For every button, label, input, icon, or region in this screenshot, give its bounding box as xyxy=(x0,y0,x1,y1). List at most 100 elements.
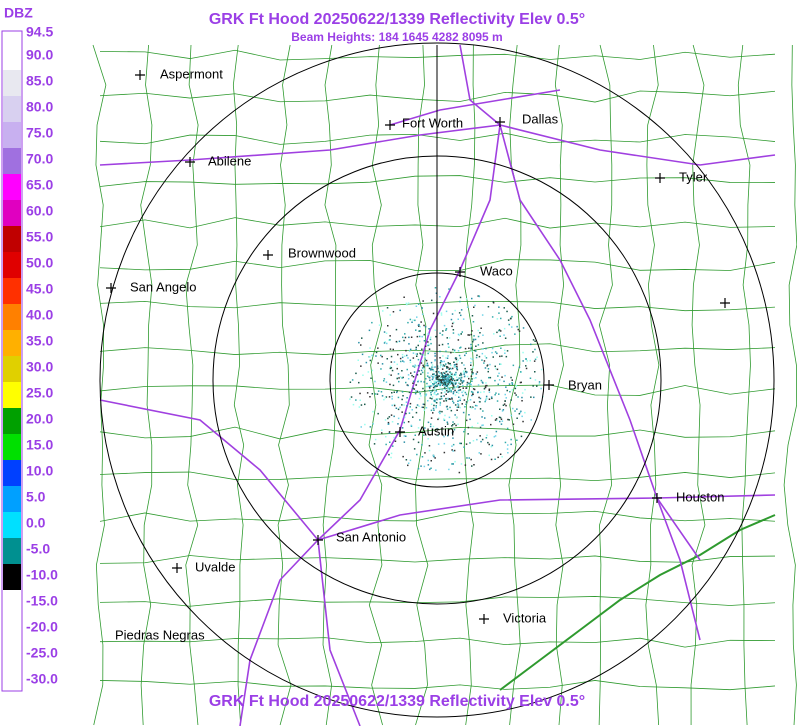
echo-pixel xyxy=(448,368,450,370)
echo-pixel xyxy=(475,356,478,359)
echo-pixel xyxy=(495,418,498,420)
echo-pixel xyxy=(433,380,435,383)
echo-pixel xyxy=(417,380,419,383)
echo-pixel xyxy=(407,374,410,376)
echo-pixel xyxy=(500,418,503,420)
echo-pixel xyxy=(445,329,447,331)
echo-pixel xyxy=(381,429,383,431)
echo-pixel xyxy=(477,384,480,386)
echo-pixel xyxy=(504,374,506,377)
echo-pixel xyxy=(455,358,458,361)
echo-pixel xyxy=(463,446,465,448)
echo-pixel xyxy=(435,402,438,404)
echo-pixel xyxy=(494,458,496,460)
echo-pixel xyxy=(435,377,437,379)
legend-label: -5.0 xyxy=(26,541,50,557)
echo-pixel xyxy=(459,442,461,445)
city-marker xyxy=(263,250,273,260)
echo-pixel xyxy=(426,375,429,377)
county-line xyxy=(99,596,776,607)
echo-pixel xyxy=(484,417,486,419)
echo-pixel xyxy=(396,391,398,394)
city-label: Tyler xyxy=(679,169,708,184)
echo-pixel xyxy=(494,394,496,396)
echo-pixel xyxy=(355,372,357,375)
echo-pixel xyxy=(429,434,431,436)
echo-pixel xyxy=(460,442,462,445)
echo-pixel xyxy=(433,386,436,388)
echo-pixel xyxy=(439,296,441,298)
legend-label: 5.0 xyxy=(26,489,46,505)
echo-pixel xyxy=(399,376,402,378)
echo-pixel xyxy=(426,364,429,367)
legend-label: -25.0 xyxy=(26,645,58,661)
echo-pixel xyxy=(474,404,477,407)
echo-pixel xyxy=(388,432,391,434)
echo-pixel xyxy=(434,457,436,459)
echo-pixel xyxy=(480,453,482,455)
echo-pixel xyxy=(464,464,467,466)
echo-pixel xyxy=(445,406,448,408)
echo-pixel xyxy=(470,333,472,336)
echo-pixel xyxy=(496,419,498,422)
echo-pixel xyxy=(463,430,465,433)
echo-pixel xyxy=(427,459,429,462)
echo-pixel xyxy=(426,382,428,385)
echo-pixel xyxy=(394,440,397,442)
echo-pixel xyxy=(458,354,461,357)
legend-label: 60.0 xyxy=(26,203,53,219)
echo-pixel xyxy=(473,377,475,380)
county-line xyxy=(99,471,776,482)
echo-pixel xyxy=(420,395,422,397)
echo-pixel xyxy=(449,380,451,383)
echo-pixel xyxy=(530,396,532,398)
echo-pixel xyxy=(405,459,408,461)
echo-pixel xyxy=(435,389,437,391)
echo-pixel xyxy=(536,385,538,387)
echo-pixel xyxy=(431,366,433,368)
echo-pixel xyxy=(381,395,384,397)
echo-pixel xyxy=(423,340,426,342)
echo-pixel xyxy=(412,387,414,390)
echo-pixel xyxy=(455,376,458,379)
echo-pixel xyxy=(388,339,390,341)
echo-pixel xyxy=(473,464,475,466)
echo-pixel xyxy=(401,404,403,406)
echo-pixel xyxy=(358,341,360,344)
echo-pixel xyxy=(433,387,436,389)
echo-pixel xyxy=(457,385,459,387)
echo-pixel xyxy=(503,403,506,405)
echo-pixel xyxy=(473,306,475,308)
echo-pixel xyxy=(377,390,380,392)
echo-pixel xyxy=(533,396,535,399)
echo-pixel xyxy=(406,368,408,371)
echo-pixel xyxy=(435,405,437,407)
echo-pixel xyxy=(503,307,505,309)
echo-pixel xyxy=(462,394,464,397)
echo-pixel xyxy=(439,372,441,375)
echo-pixel xyxy=(511,326,513,328)
echo-pixel xyxy=(427,341,429,343)
echo-pixel xyxy=(457,403,459,405)
echo-pixel xyxy=(507,319,510,321)
city-label: Abilene xyxy=(208,153,251,168)
echo-pixel xyxy=(530,343,532,346)
echo-pixel xyxy=(364,423,366,426)
echo-pixel xyxy=(510,376,512,379)
echo-pixel xyxy=(480,327,482,329)
echo-pixel xyxy=(430,385,432,387)
echo-pixel xyxy=(483,391,485,393)
echo-pixel xyxy=(432,454,435,457)
echo-pixel xyxy=(443,365,446,367)
echo-pixel xyxy=(457,400,459,402)
echo-pixel xyxy=(447,366,449,369)
echo-pixel xyxy=(462,411,465,414)
echo-pixel xyxy=(421,307,423,309)
echo-pixel xyxy=(396,390,398,392)
echo-pixel xyxy=(448,337,451,339)
echo-pixel xyxy=(430,342,432,345)
echo-pixel xyxy=(424,394,427,397)
echo-pixel xyxy=(540,387,542,390)
echo-pixel xyxy=(405,435,407,437)
echo-pixel xyxy=(412,376,415,378)
